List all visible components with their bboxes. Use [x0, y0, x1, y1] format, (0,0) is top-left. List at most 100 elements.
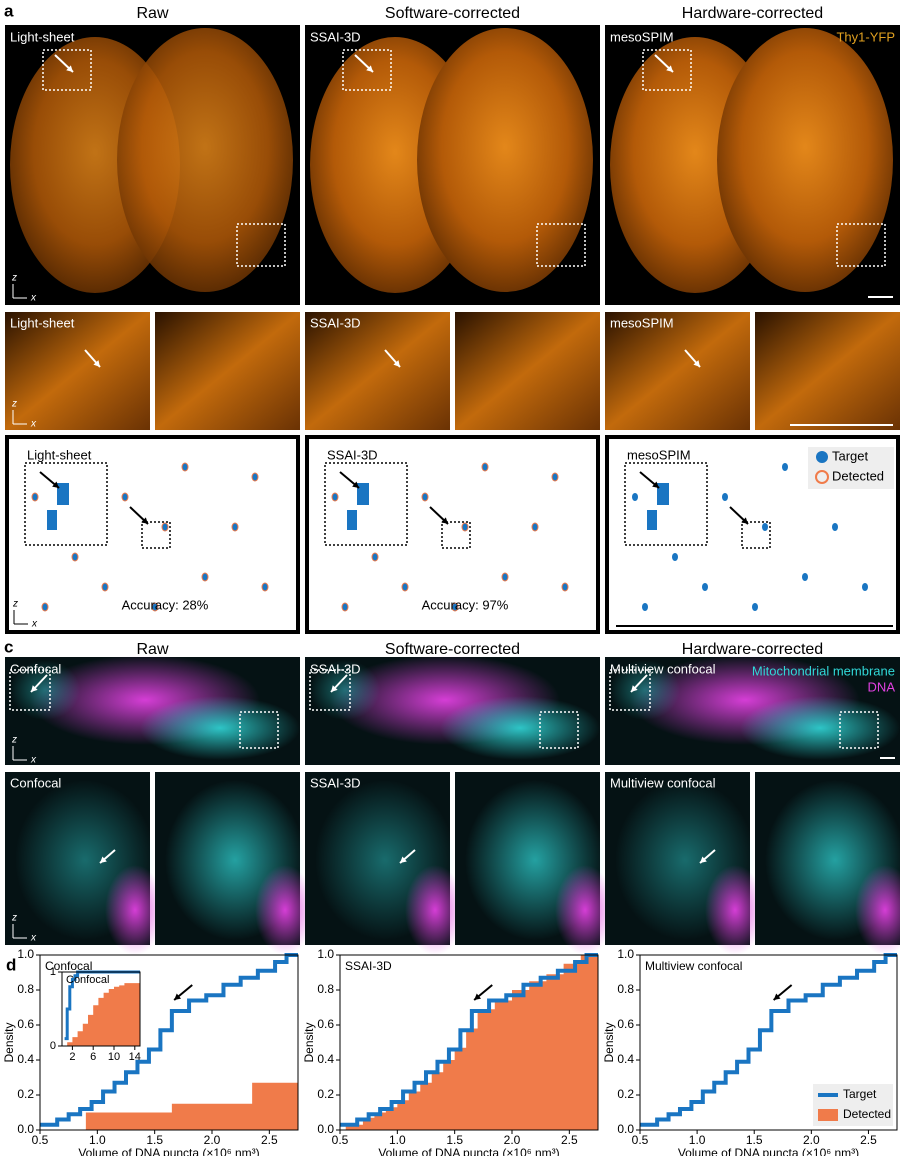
- legend-swatch: [816, 451, 828, 463]
- blob: [161, 522, 169, 532]
- x-tick-label: 2.5: [261, 1133, 278, 1147]
- blob: [261, 582, 269, 592]
- blob: [181, 462, 189, 472]
- panel-box: [305, 435, 600, 634]
- zoom-box: [441, 521, 471, 549]
- x-tick-label: 2.5: [860, 1133, 877, 1147]
- plot-frame: [639, 954, 898, 1131]
- column-title: Hardware-corrected: [682, 5, 823, 22]
- x-tick-label: 0.5: [32, 1133, 49, 1147]
- y-axis-label: Density: [302, 1022, 316, 1062]
- column-title: Hardware-corrected: [682, 641, 823, 658]
- blob: [657, 483, 669, 505]
- label: Mitochondrial membrane: [752, 663, 895, 678]
- y-tick-label: 0.6: [17, 1017, 34, 1031]
- y-tick-label: 0.6: [317, 1017, 334, 1031]
- arrow-head: [331, 685, 338, 692]
- x-tick-label: 1.0: [689, 1133, 706, 1147]
- x-tick-label: 1.0: [389, 1133, 406, 1147]
- dna: [405, 865, 465, 955]
- brain: [717, 28, 893, 292]
- label: DNA: [868, 679, 896, 694]
- arrow-head: [66, 65, 73, 72]
- zoom-box: [236, 223, 286, 267]
- zoom-image: [755, 312, 900, 430]
- column-title: Software-corrected: [385, 641, 520, 658]
- zoom-box: [539, 711, 579, 749]
- blob: [231, 522, 239, 532]
- blob: [347, 510, 357, 530]
- label: mesoSPIM: [610, 29, 674, 44]
- detected-area: [67, 983, 140, 1046]
- membrane: [610, 660, 680, 720]
- label: x: [30, 419, 37, 430]
- x-tick-label: 1.5: [746, 1133, 763, 1147]
- blob: [47, 510, 57, 530]
- blob: [331, 492, 339, 502]
- arrow-head: [666, 65, 673, 72]
- y-tick-label: 0.4: [317, 1052, 334, 1066]
- arrow-head: [773, 993, 781, 1000]
- detected-area: [345, 955, 598, 1130]
- label: x: [30, 755, 37, 766]
- y-tick-label: 0.2: [317, 1087, 334, 1101]
- y-tick-label: 1.0: [317, 947, 334, 961]
- dna: [105, 865, 165, 955]
- zoom-box: [24, 462, 108, 546]
- blob: [782, 463, 788, 471]
- label: Thy1-YFP: [836, 29, 895, 44]
- dna: [855, 865, 900, 955]
- blob: [371, 552, 379, 562]
- arrow-head: [174, 993, 182, 1000]
- panel-label: a: [4, 1, 14, 20]
- zoom-box: [9, 669, 51, 711]
- blob: [862, 583, 868, 591]
- x-tick-label: 0.5: [632, 1133, 649, 1147]
- zoom-box: [324, 462, 408, 546]
- arrow-head: [441, 517, 448, 524]
- blob: [71, 552, 79, 562]
- x-tick-label: 2.0: [204, 1133, 221, 1147]
- panel-label: c: [4, 637, 13, 656]
- zoom-box: [342, 49, 392, 91]
- membrane: [10, 660, 80, 720]
- column-title: Raw: [136, 641, 168, 658]
- blob: [481, 462, 489, 472]
- x-tick-label: 10: [108, 1051, 120, 1063]
- blob: [647, 510, 657, 530]
- label: SSAI-3D: [310, 661, 361, 676]
- blob: [251, 472, 259, 482]
- x-tick-label: 1.0: [89, 1133, 106, 1147]
- x-tick-label: 1.5: [146, 1133, 163, 1147]
- label: Detected: [832, 468, 884, 483]
- brain: [417, 28, 593, 292]
- x-tick-label: 2.0: [803, 1133, 820, 1147]
- dna: [255, 865, 315, 955]
- y-tick-label: 0.8: [17, 982, 34, 996]
- zoom-box: [609, 669, 651, 711]
- y-tick-label: 0.8: [317, 982, 334, 996]
- label: Multiview confocal: [610, 775, 716, 790]
- blob: [832, 523, 838, 531]
- y-tick-label: 0.6: [617, 1017, 634, 1031]
- label: Accuracy: 28%: [122, 597, 209, 612]
- blob: [561, 582, 569, 592]
- chart-title: Confocal: [45, 959, 92, 973]
- blob: [41, 602, 49, 612]
- legend-label: Target: [843, 1087, 877, 1101]
- arrow-head: [93, 360, 100, 367]
- x-tick-label: 2: [69, 1051, 75, 1063]
- label: z: [11, 913, 17, 924]
- x-tick-label: 14: [129, 1051, 141, 1063]
- label: z: [11, 399, 17, 410]
- label: mesoSPIM: [610, 315, 674, 330]
- chart-title: Multiview confocal: [645, 959, 742, 973]
- label: x: [31, 619, 38, 630]
- inset-title: Confocal: [66, 974, 109, 986]
- x-tick-label: 0.5: [332, 1133, 349, 1147]
- zoom-image: [155, 312, 300, 430]
- y-tick-label: 1: [50, 966, 56, 978]
- blob: [531, 522, 539, 532]
- y-tick-label: 0.4: [617, 1052, 634, 1066]
- x-axis-label: Volume of DNA puncta (×10⁶ nm³): [678, 1146, 859, 1156]
